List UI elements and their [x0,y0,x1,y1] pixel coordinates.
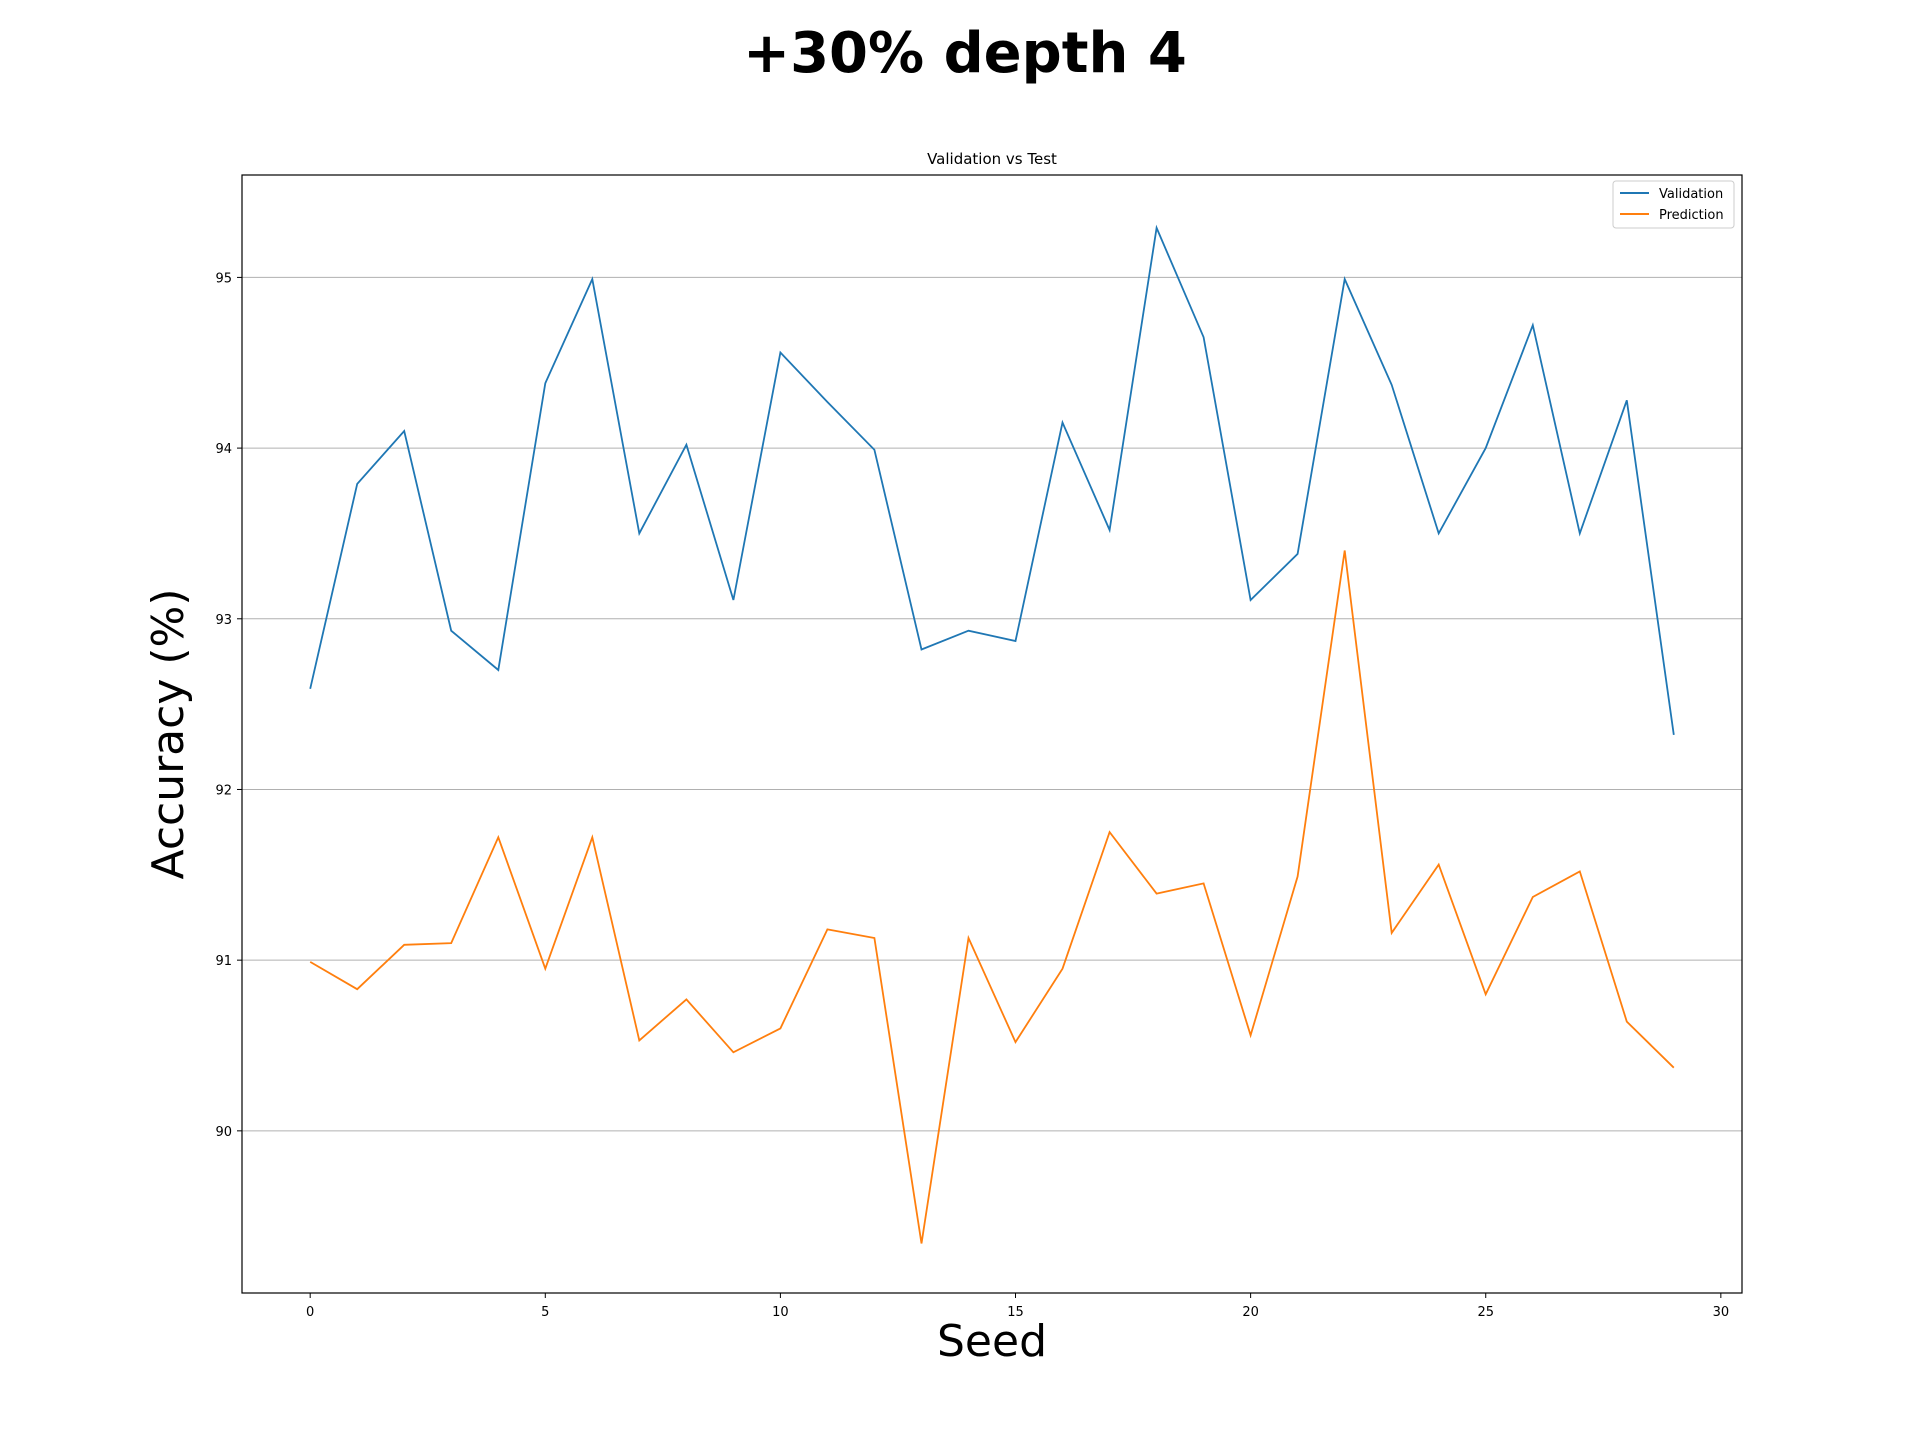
y-tick-label: 92 [215,783,232,798]
y-tick-label: 90 [215,1125,232,1140]
series-lines [309,224,1675,1244]
x-tick-label: 5 [541,1305,549,1320]
x-tick-label: 15 [1007,1305,1024,1320]
x-axis-ticks: 0 5 10 15 20 25 30 [306,1293,1729,1320]
y-axis-ticks: 90 91 92 93 94 95 [215,271,242,1140]
y-tick-label: 93 [215,613,232,628]
axes-title: Validation vs Test [927,150,1057,168]
grid-lines [242,276,1742,1132]
figure-title: +30% depth 4 [743,21,1187,86]
legend-label-validation: Validation [1659,187,1723,202]
legend-label-prediction: Prediction [1659,208,1724,223]
x-tick-label: 0 [306,1305,314,1320]
series-line-prediction [309,550,1675,1244]
x-tick-label: 10 [772,1305,789,1320]
y-axis-label: Accuracy (%) [143,588,194,879]
y-tick-label: 95 [215,271,232,286]
series-line-validation [309,224,1675,736]
legend: Validation Prediction [1612,180,1735,229]
x-tick-label: 20 [1242,1305,1259,1320]
y-tick-label: 94 [215,442,232,457]
x-tick-label: 25 [1477,1305,1494,1320]
x-axis-label: Seed [937,1316,1047,1367]
y-tick-label: 91 [215,954,232,969]
axes-frame [241,174,1743,1294]
x-tick-label: 30 [1713,1305,1730,1320]
